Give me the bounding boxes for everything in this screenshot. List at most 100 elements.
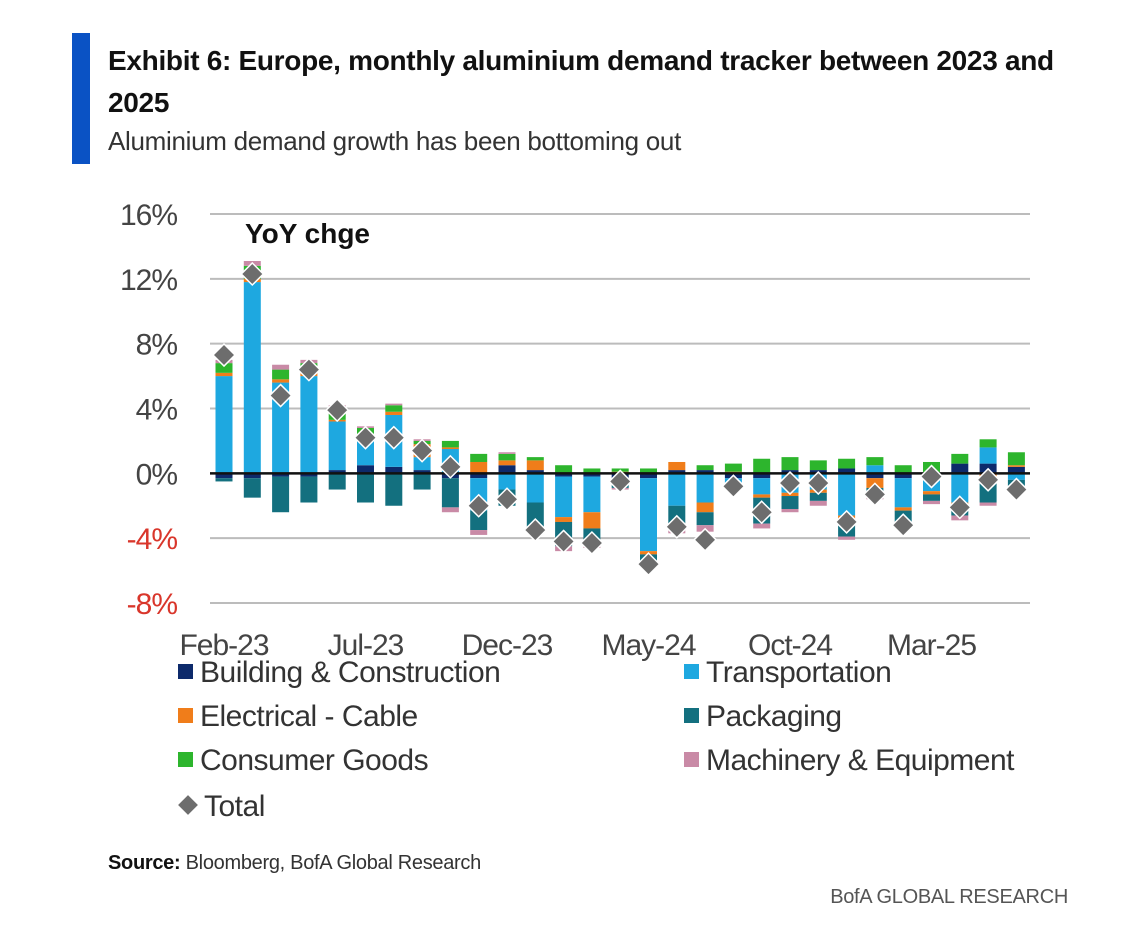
x-tick-label: May-24 (601, 629, 695, 662)
y-tick-label: 8% (136, 329, 178, 362)
bar-segment-building (470, 473, 488, 479)
y-tick-label: 12% (120, 264, 177, 297)
bar-segment-machinery (498, 452, 516, 454)
legend-item-transport: Transportation (684, 656, 892, 690)
total-marker (721, 474, 746, 499)
bar-segment-building (1007, 466, 1025, 474)
bar-segment-transport (668, 473, 686, 506)
legend-item-electrical: Electrical - Cable (178, 700, 418, 734)
bar-segment-machinery (272, 364, 290, 370)
y-tick-label: -8% (127, 588, 178, 621)
title-accent-bar (72, 33, 90, 164)
total-marker (919, 464, 944, 489)
bar-segment-machinery (441, 507, 459, 513)
bar-segment-machinery (979, 502, 997, 506)
x-tick-label: Jul-23 (328, 629, 404, 662)
bar-segment-consumer (724, 463, 742, 472)
bar-segment-consumer (781, 457, 799, 471)
bar-segment-consumer (894, 465, 912, 474)
bar-segment-electrical (526, 460, 544, 471)
total-marker (891, 513, 916, 538)
bar-segment-electrical (441, 447, 459, 450)
bar-segment-electrical (555, 517, 573, 522)
bar-segment-packaging (526, 502, 544, 529)
bar-segment-transport (357, 440, 374, 466)
legend-label-machinery: Machinery & Equipment (706, 744, 1015, 777)
bar-segment-consumer (640, 468, 657, 474)
bar-segment-building (413, 470, 431, 474)
bar-segment-transport (300, 376, 318, 474)
x-tick-label: Oct-24 (748, 629, 832, 662)
bar-segment-machinery (838, 536, 856, 540)
total-marker (551, 529, 576, 554)
bar-segment-electrical (498, 460, 516, 466)
total-marker (325, 398, 350, 423)
bar-segment-building (385, 466, 403, 474)
legend-label-consumer: Consumer Goods (200, 744, 429, 777)
total-marker (523, 518, 548, 543)
bar-segment-machinery (923, 500, 940, 505)
bar-segment-building (951, 463, 969, 474)
bar-segment-packaging (300, 476, 318, 503)
x-tick-label: Feb-23 (179, 629, 268, 662)
legend-item-total: Total (178, 790, 265, 824)
bar-segment-building (498, 465, 516, 474)
bar-segment-consumer (809, 460, 827, 471)
bar-segment-electrical (385, 411, 403, 415)
bar-segment-transport (951, 473, 969, 503)
bar-segment-consumer (555, 465, 573, 474)
bar-segment-consumer (385, 405, 403, 412)
bar-segment-consumer (498, 453, 516, 461)
bar-segment-transport (1007, 473, 1025, 480)
bar-segment-packaging (272, 476, 290, 513)
bar-segment-packaging (809, 492, 827, 501)
legend-label-electrical: Electrical - Cable (200, 700, 418, 733)
bar-segment-consumer (753, 458, 771, 474)
bar-segment-machinery (385, 403, 403, 406)
bar-segment-packaging (328, 473, 346, 490)
bar-segment-consumer (838, 458, 856, 469)
bar-segment-transport (894, 478, 912, 508)
bar-segment-building (668, 470, 686, 474)
bar-segment-consumer (272, 369, 290, 380)
legend-swatch-packaging (684, 708, 699, 723)
bar-segment-transport (838, 473, 856, 516)
bar-segment-consumer (215, 363, 233, 373)
legend-swatch-machinery (684, 752, 699, 767)
y-tick-label: -4% (127, 523, 178, 556)
bar-segment-building (357, 465, 374, 474)
bar-segment-consumer (526, 457, 544, 461)
bar-segment-transport (979, 447, 997, 464)
legend-diamond-icon (178, 795, 198, 815)
total-marker (749, 500, 774, 525)
bar-segment-building (894, 473, 912, 479)
total-marker (268, 383, 293, 408)
bar-segment-electrical (215, 372, 233, 377)
x-tick-label: Mar-25 (887, 629, 976, 662)
bar-segment-electrical (753, 494, 771, 498)
bar-segment-consumer (1007, 452, 1025, 466)
bar-segment-transport (640, 478, 657, 552)
bar-segment-transport (243, 282, 261, 474)
bar-segment-consumer (696, 465, 714, 471)
legend-swatch-building (178, 664, 193, 679)
bar-segment-packaging (696, 512, 714, 526)
total-marker (296, 357, 321, 382)
legend-item-building: Building & Construction (178, 656, 501, 690)
bar-segment-building (866, 473, 884, 479)
source-note: Source: Bloomberg, BofA Global Research (108, 852, 481, 875)
bar-segment-consumer (470, 453, 488, 462)
bar-segment-transport (328, 421, 346, 471)
bar-segment-transport (215, 376, 233, 474)
bar-segment-transport (526, 473, 544, 503)
bar-segment-electrical (1007, 465, 1025, 467)
bar-segment-building (753, 473, 771, 479)
bar-segment-building (300, 473, 318, 477)
bar-segment-packaging (413, 473, 431, 490)
y-tick-label: 16% (120, 199, 177, 232)
legend-label-building: Building & Construction (200, 656, 501, 689)
bar-segment-transport (866, 465, 884, 474)
bar-segment-packaging (357, 473, 374, 503)
bar-segment-building (328, 470, 346, 474)
